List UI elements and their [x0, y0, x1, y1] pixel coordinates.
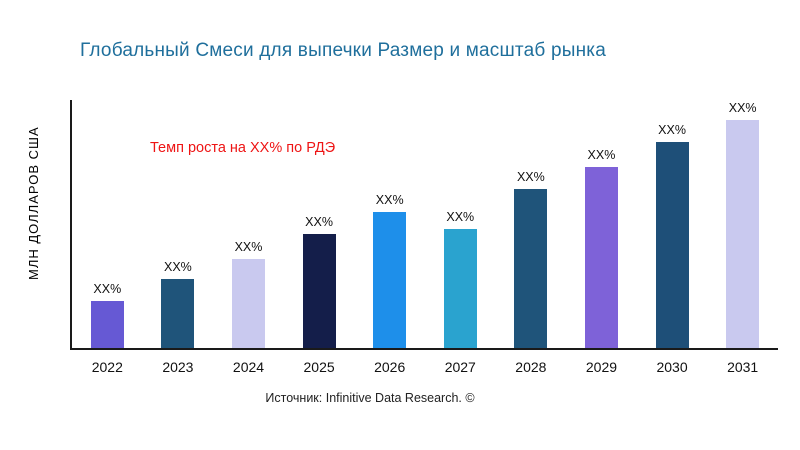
bar-group: XX% 2027 [425, 100, 496, 375]
bar-group: XX% 2025 [284, 100, 355, 375]
x-tick-label: 2030 [656, 359, 688, 375]
bar-value-label: XX% [305, 214, 333, 229]
x-tick-label: 2025 [303, 359, 335, 375]
bar-group: XX% 2026 [354, 100, 425, 375]
bar-2028 [514, 189, 548, 348]
bar-value-label: XX% [163, 259, 192, 274]
x-tick-label: 2031 [727, 359, 759, 375]
bar-value-label: XX% [375, 192, 404, 207]
bar-group: XX% 2029 [566, 100, 637, 375]
bar-value-label: XX% [516, 170, 545, 185]
x-tick-label: 2028 [515, 359, 547, 375]
bar-2027 [443, 228, 477, 348]
bar-group: XX% 2023 [143, 100, 214, 375]
source-text: Источник: Infinitive Data Research. © [265, 391, 475, 405]
x-tick-label: 2026 [374, 359, 406, 375]
bar-group: XX% 2031 [707, 100, 778, 375]
bar-2026 [373, 211, 407, 348]
bar-group: XX% 2028 [496, 100, 567, 375]
bar-2030 [655, 142, 689, 348]
bar-value-label: XX% [728, 100, 757, 115]
x-tick-label: 2023 [162, 359, 194, 375]
bar-group: XX% 2022 [72, 100, 143, 375]
x-tick-label: 2022 [91, 359, 123, 375]
x-tick-label: 2029 [585, 359, 618, 375]
bar-value-label: XX% [658, 123, 686, 138]
bar-2023 [161, 278, 195, 348]
x-tick-label: 2024 [232, 359, 265, 375]
bar-2024 [231, 258, 265, 348]
chart-title: Глобальный Смеси для выпечки Размер и ма… [80, 40, 606, 61]
bar-group: XX% 2030 [637, 100, 708, 375]
bar-value-label: XX% [446, 209, 475, 224]
bar-group: XX% 2024 [213, 100, 284, 375]
bar-2022 [90, 300, 124, 348]
y-axis-label: МЛН ДОЛЛАРОВ США [26, 126, 41, 280]
bar-value-label: XX% [93, 281, 122, 296]
plot-area: XX% 2022 XX% 2023 XX% 2024 XX% 2025 XX% 2026 XX% 20… [70, 100, 778, 375]
bars-container: XX% 2022 XX% 2023 XX% 2024 XX% 2025 XX% 2026 XX% 20… [72, 100, 778, 375]
bar-value-label: XX% [234, 239, 263, 254]
bar-value-label: XX% [587, 147, 616, 162]
bar-2029 [584, 166, 618, 348]
bar-2025 [302, 233, 336, 348]
growth-rate-annotation: Темп роста на XX% по РДЭ [150, 140, 336, 156]
bar-2031 [726, 119, 760, 348]
x-tick-label: 2027 [444, 359, 476, 375]
